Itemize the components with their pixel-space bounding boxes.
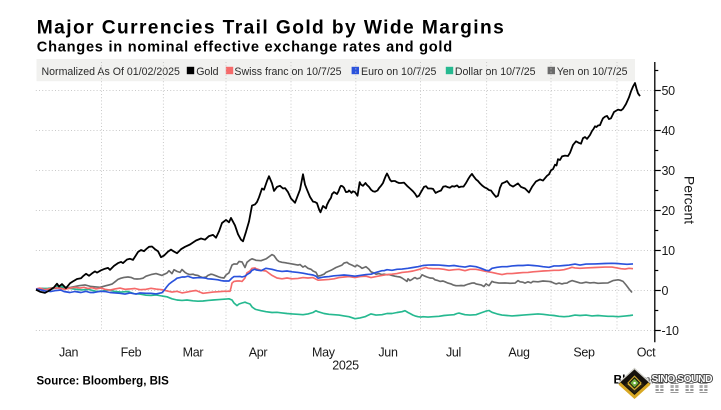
svg-text:Major Currencies Trail Gold by: Major Currencies Trail Gold by Wide Marg…	[37, 18, 505, 39]
svg-text:2025: 2025	[332, 358, 359, 372]
svg-text:SINO SOUND: SINO SOUND	[652, 374, 713, 385]
svg-text:Percent: Percent	[682, 176, 698, 224]
svg-text:40: 40	[662, 124, 676, 138]
svg-text:20: 20	[662, 204, 676, 218]
svg-text:Sep: Sep	[573, 345, 595, 359]
svg-text:Source: Bloomberg, BIS: Source: Bloomberg, BIS	[37, 376, 170, 388]
svg-text:Yen on 10/7/25: Yen on 10/7/25	[557, 66, 628, 78]
svg-text:Normalized As Of 01/02/2025: Normalized As Of 01/02/2025	[42, 66, 180, 78]
svg-text:Euro on 10/7/25: Euro on 10/7/25	[361, 66, 437, 78]
svg-text:Dollar on 10/7/25: Dollar on 10/7/25	[455, 66, 536, 78]
svg-text:Changes in nominal effective e: Changes in nominal effective exchange ra…	[37, 39, 453, 55]
svg-text:0: 0	[662, 284, 669, 298]
svg-text:Jun: Jun	[378, 345, 398, 359]
svg-text:Gold: Gold	[196, 66, 218, 78]
svg-text:Apr: Apr	[249, 345, 268, 359]
svg-text:Jan: Jan	[59, 345, 79, 359]
svg-text:30: 30	[662, 164, 676, 178]
svg-text:Oct: Oct	[637, 345, 656, 359]
svg-text:Feb: Feb	[121, 345, 142, 359]
svg-text:50: 50	[662, 84, 676, 98]
svg-text:May: May	[312, 345, 336, 359]
svg-text:10: 10	[662, 244, 676, 258]
svg-text:-10: -10	[662, 324, 680, 338]
svg-text:Jul: Jul	[446, 345, 461, 359]
svg-text:Swiss franc on 10/7/25: Swiss franc on 10/7/25	[234, 66, 341, 78]
svg-text:Mar: Mar	[183, 345, 204, 359]
svg-text:Aug: Aug	[508, 345, 530, 359]
